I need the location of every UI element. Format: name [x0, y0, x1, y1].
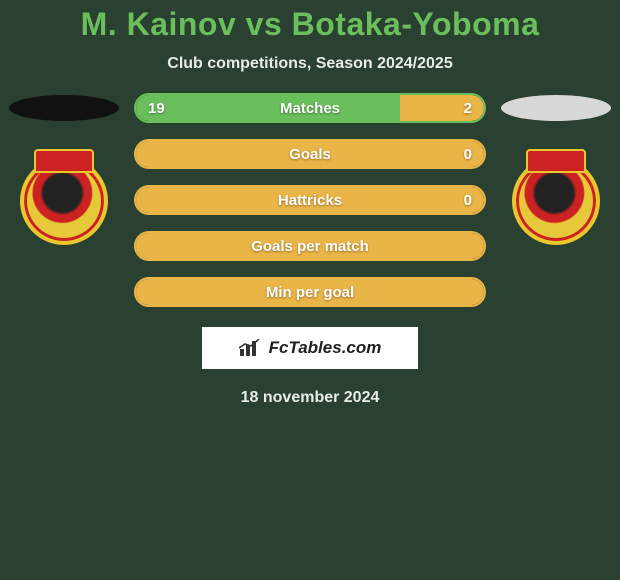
bar-value-left: 19	[148, 95, 165, 121]
bar-label: Goals	[136, 141, 484, 167]
left-player-col	[4, 93, 124, 245]
date-text: 18 november 2024	[0, 389, 620, 407]
branding-text: FcTables.com	[269, 338, 382, 358]
main-row: Matches192Goals0Hattricks0Goals per matc…	[0, 93, 620, 307]
page-title: M. Kainov vs Botaka-Yoboma	[0, 6, 620, 43]
bar-value-right: 0	[464, 187, 472, 213]
bar-value-right: 2	[464, 95, 472, 121]
right-player-col	[496, 93, 616, 245]
stat-bar: Hattricks0	[134, 185, 486, 215]
bar-label: Goals per match	[136, 233, 484, 259]
stat-bar: Matches19 2	[134, 93, 486, 123]
left-club-badge	[20, 157, 108, 245]
bar-label: Min per goal	[136, 279, 484, 305]
page-subtitle: Club competitions, Season 2024/2025	[0, 55, 620, 73]
bar-value-right: 0	[464, 141, 472, 167]
right-club-badge	[512, 157, 600, 245]
bar-label: Hattricks	[136, 187, 484, 213]
branding-chart-icon	[239, 339, 261, 357]
right-player-silhouette	[501, 95, 611, 121]
bar-label: Matches	[136, 95, 484, 121]
comparison-container: M. Kainov vs Botaka-Yoboma Club competit…	[0, 0, 620, 407]
stat-bar: Min per goal	[134, 277, 486, 307]
branding-panel: FcTables.com	[202, 327, 418, 369]
left-player-silhouette	[9, 95, 119, 121]
stat-bar: Goals per match	[134, 231, 486, 261]
stats-bars: Matches192Goals0Hattricks0Goals per matc…	[134, 93, 486, 307]
stat-bar: Goals0	[134, 139, 486, 169]
